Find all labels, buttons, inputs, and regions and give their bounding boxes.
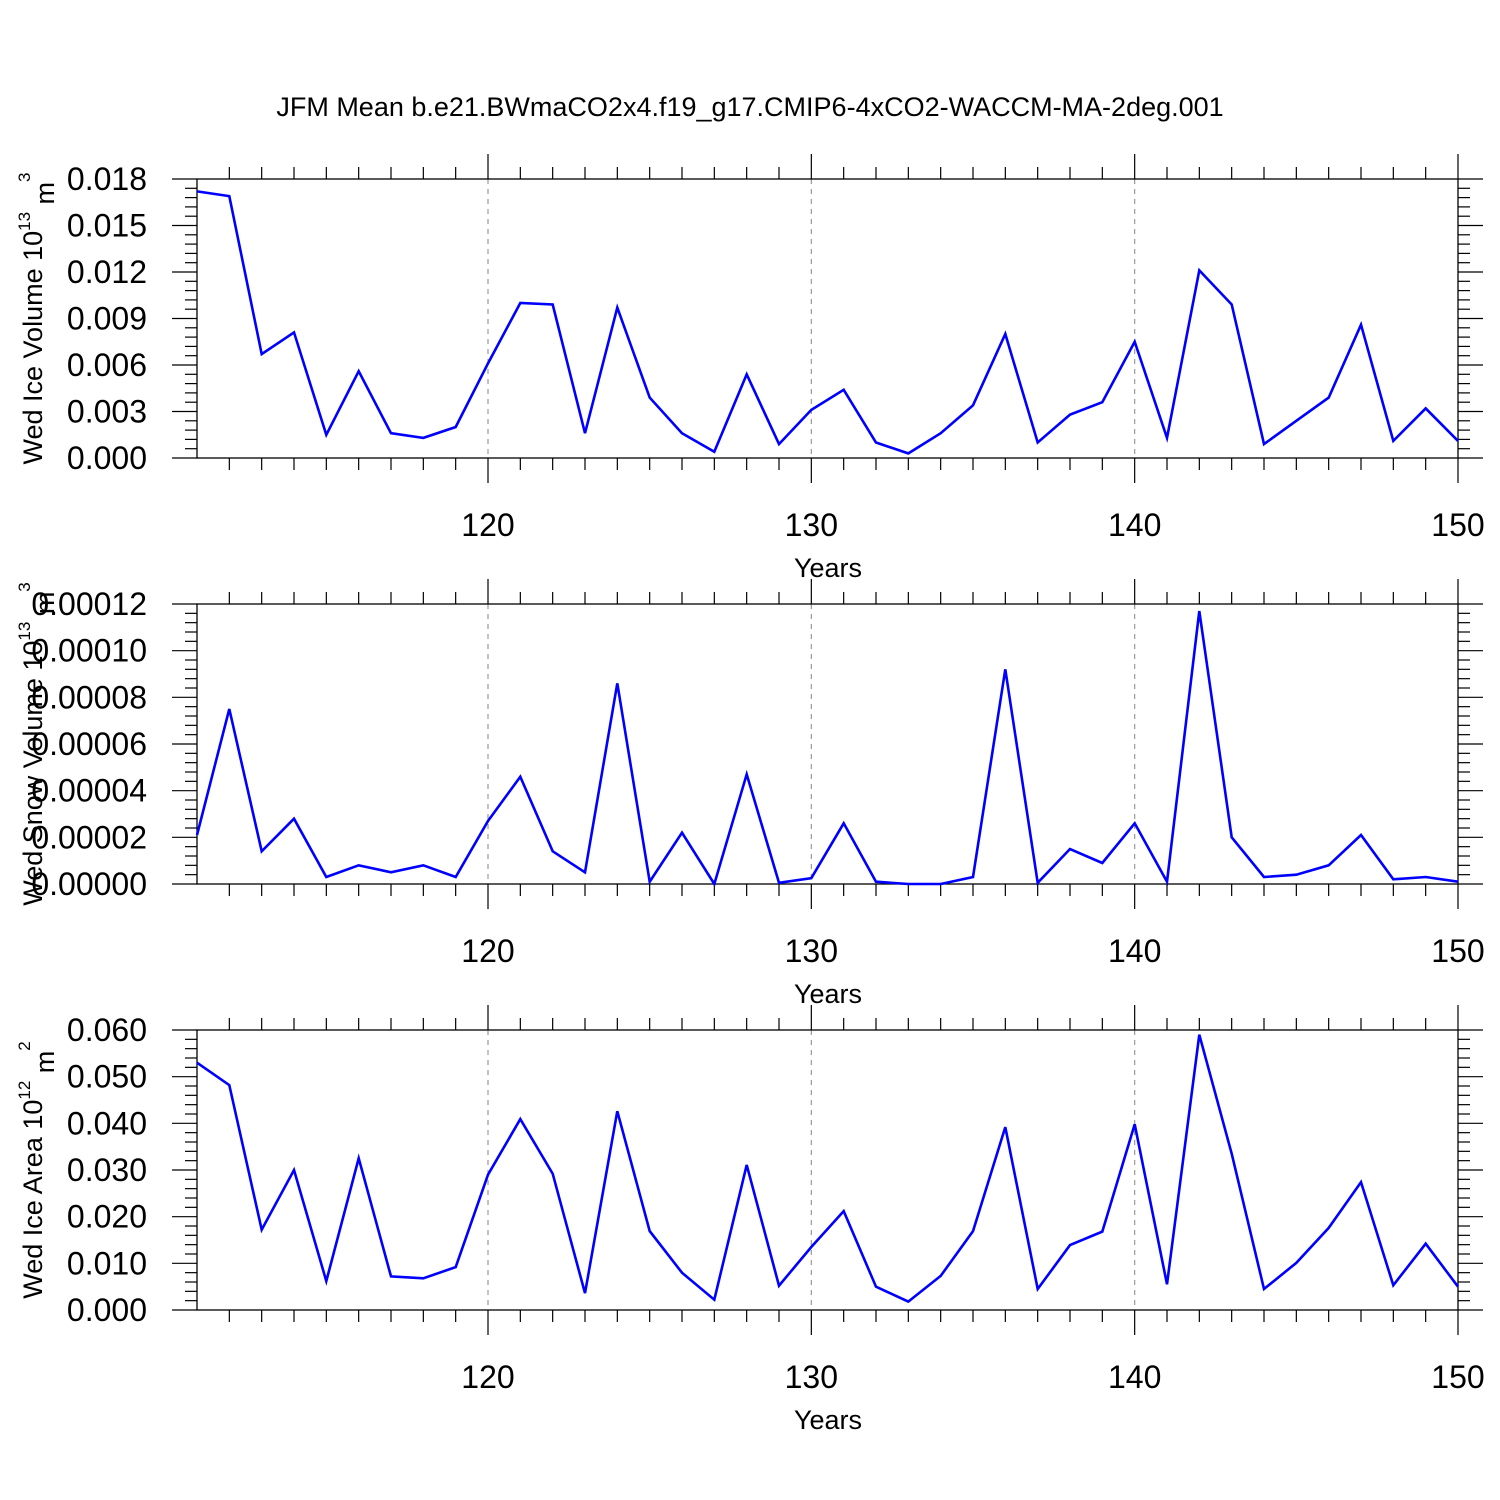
y-tick-label: 0.00002 [31,819,147,855]
x-tick-label: 140 [1108,933,1161,969]
y-tick-label: 0.010 [67,1245,147,1281]
x-tick-label: 130 [785,507,838,543]
x-tick-label: 120 [461,1359,514,1395]
page-title: JFM Mean b.e21.BWmaCO2x4.f19_g17.CMIP6-4… [276,92,1223,122]
y-tick-label: 0.00004 [31,773,147,809]
x-tick-label: 130 [785,1359,838,1395]
x-tick-label: 150 [1431,1359,1484,1395]
plot-panel-2: 0.00000 0.00002 0.00004 0.00006 0.00008 0.000… [15,579,1485,1009]
plot-frame [196,603,1459,885]
data-series-line [195,610,1459,888]
x-tick-label: 120 [461,933,514,969]
y-axis-label: Wed Snow Volume 1013 m3 [15,582,60,906]
y-tick-label: 0.040 [67,1105,147,1141]
y-axis-label: Wed Ice Volume 1013 m3 [15,172,60,464]
x-tick-label: 120 [461,507,514,543]
y-tick-label: 0.00010 [31,633,147,669]
y-axis-label: Wed Ice Area 1012 m2 [15,1041,60,1299]
y-tick-label: 0.000 [67,1292,147,1328]
x-axis-label: Years [794,1405,862,1435]
y-tick-label: 0.009 [67,301,147,337]
x-tick-label: 150 [1431,507,1484,543]
x-tick-label: 130 [785,933,838,969]
x-tick-label: 140 [1108,1359,1161,1395]
y-tick-label: 0.003 [67,394,147,430]
plot-panel-1: 0.000 0.003 0.006 0.009 0.012 0.015 0.018 120 13… [15,154,1485,583]
y-tick-label: 0.006 [67,347,147,383]
y-tick-label: 0.012 [67,254,147,290]
plot-frame [196,1029,1459,1311]
y-tick-label: 0.00008 [31,679,147,715]
y-tick-label: 0.00000 [31,866,147,902]
x-tick-label: 140 [1108,507,1161,543]
y-tick-label: 0.00012 [31,586,147,622]
y-tick-label: 0.018 [67,161,147,197]
y-tick-label: 0.00006 [31,726,147,762]
plot-panel-3: 0.000 0.010 0.020 0.030 0.040 0.050 0.060 120 13… [15,1005,1485,1435]
data-series-line [196,1034,1460,1304]
y-tick-label: 0.060 [67,1012,147,1048]
data-series-line [196,190,1459,455]
x-tick-label: 150 [1431,933,1484,969]
x-axis-label: Years [794,979,862,1009]
plot-frame [196,178,1459,459]
y-tick-label: 0.015 [67,208,147,244]
y-tick-label: 0.000 [67,440,147,476]
y-tick-label: 0.030 [67,1152,147,1188]
y-tick-label: 0.050 [67,1059,147,1095]
y-tick-label: 0.020 [67,1199,147,1235]
x-axis-label: Years [794,553,862,583]
